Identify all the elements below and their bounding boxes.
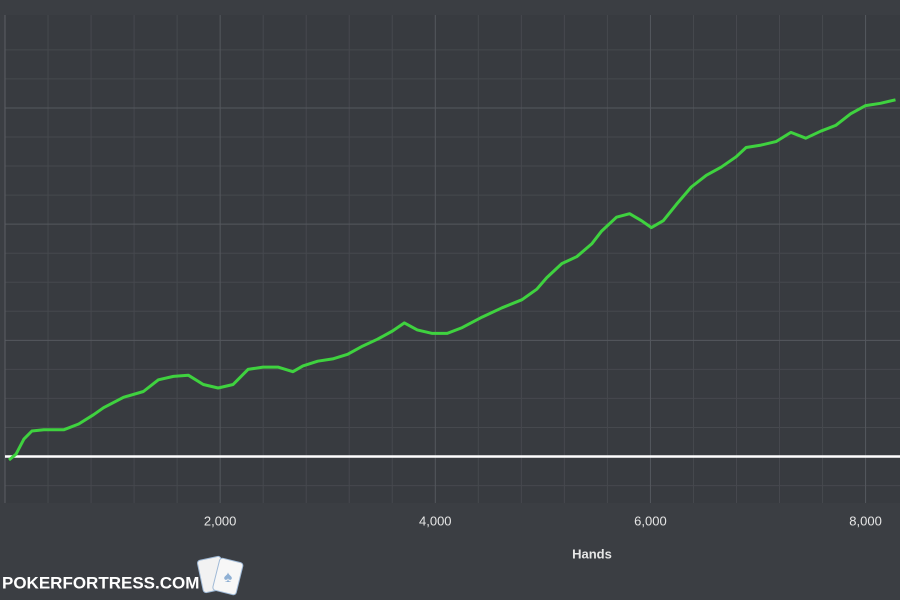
x-tick-label: 4,000 bbox=[419, 513, 452, 528]
x-tick-label: 6,000 bbox=[634, 513, 667, 528]
series-line bbox=[8, 98, 896, 462]
grid: 2,000 4,000 6,000 8,000 bbox=[4, 15, 900, 528]
brand-logo-text: POKERFORTRESS.COM bbox=[2, 573, 199, 592]
plot bbox=[5, 98, 900, 462]
svg-text:♠: ♠ bbox=[224, 569, 233, 586]
brand-logo-icon: ♠ bbox=[196, 555, 244, 596]
x-tick-label: 8,000 bbox=[849, 513, 882, 528]
x-axis-title: Hands bbox=[572, 546, 612, 561]
x-tick-label: 2,000 bbox=[204, 513, 237, 528]
plot-area bbox=[5, 15, 900, 503]
